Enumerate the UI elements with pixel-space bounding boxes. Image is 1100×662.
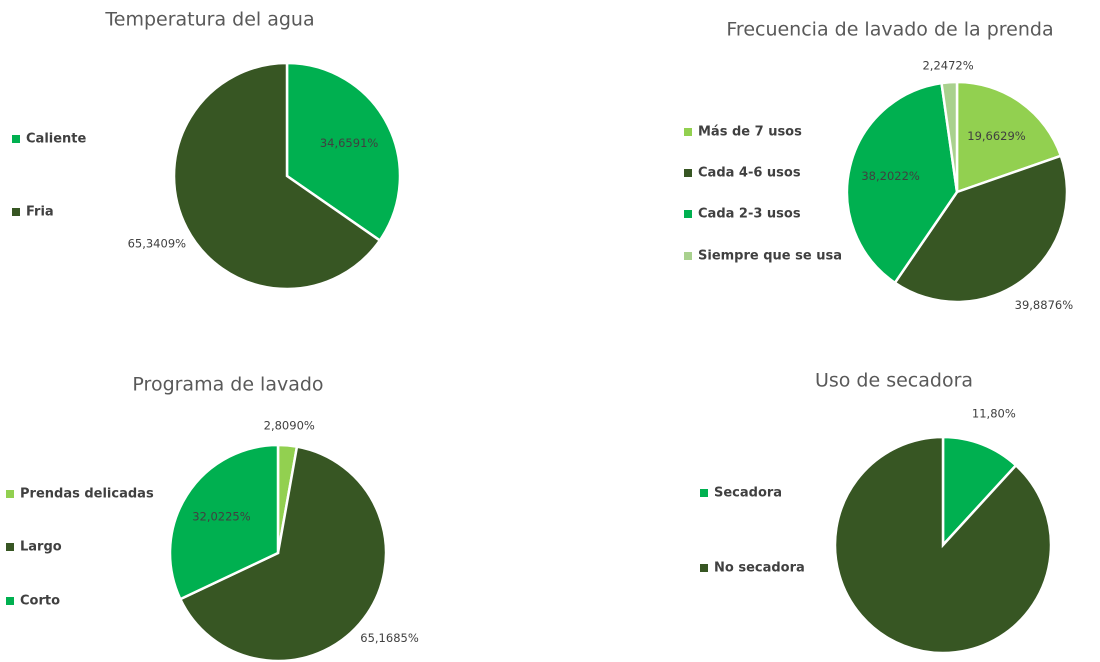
data-label: 65,3409% [128, 237, 187, 251]
legend-label: Corto [20, 594, 60, 609]
data-label: 65,1685% [360, 631, 419, 645]
legend-label: No secadora [714, 561, 805, 576]
legend-label: Prendas delicadas [20, 487, 154, 502]
data-label: 2,2472% [922, 58, 973, 72]
chart-title: Uso de secadora [815, 370, 973, 392]
pie-slice [172, 61, 382, 291]
pie-slice [285, 61, 402, 243]
chart-title: Programa de lavado [132, 374, 323, 396]
data-label: 34,6591% [320, 136, 379, 150]
legend-label: Siempre que se usa [698, 249, 842, 264]
legend-label: Más de 7 usos [698, 125, 802, 140]
legend-swatch [684, 210, 692, 218]
legend-swatch [6, 490, 14, 498]
pie-slice [845, 81, 959, 285]
legend-swatch [6, 597, 14, 605]
legend-swatch [684, 252, 692, 260]
legend-label: Cada 2-3 usos [698, 207, 801, 222]
legend-swatch [700, 564, 708, 572]
legend-swatch [684, 128, 692, 136]
legend-swatch [684, 169, 692, 177]
pie-slice [833, 435, 1053, 655]
pie-slice [941, 435, 1018, 549]
data-label: 38,2022% [861, 169, 920, 183]
legend-swatch [12, 208, 20, 216]
legend-label: Cada 4-6 usos [698, 166, 801, 181]
legend-swatch [6, 543, 14, 551]
legend-label: Largo [20, 540, 62, 555]
legend-swatch [700, 489, 708, 497]
data-label: 39,8876% [1015, 298, 1074, 312]
pie-slice [940, 80, 959, 193]
legend-label: Fria [26, 205, 54, 220]
pie-slice [893, 154, 1069, 304]
pie-slice [168, 443, 280, 601]
chart-title: Frecuencia de lavado de la prenda [726, 19, 1053, 41]
data-label: 11,80% [972, 407, 1016, 421]
data-label: 19,6629% [967, 129, 1026, 143]
data-label: 2,8090% [264, 419, 315, 433]
legend-swatch [12, 135, 20, 143]
pie-slice [178, 445, 388, 662]
data-label: 32,0225% [192, 510, 251, 524]
legend-label: Caliente [26, 132, 87, 147]
chart-title: Temperatura del agua [104, 9, 314, 31]
legend-label: Secadora [714, 486, 782, 501]
